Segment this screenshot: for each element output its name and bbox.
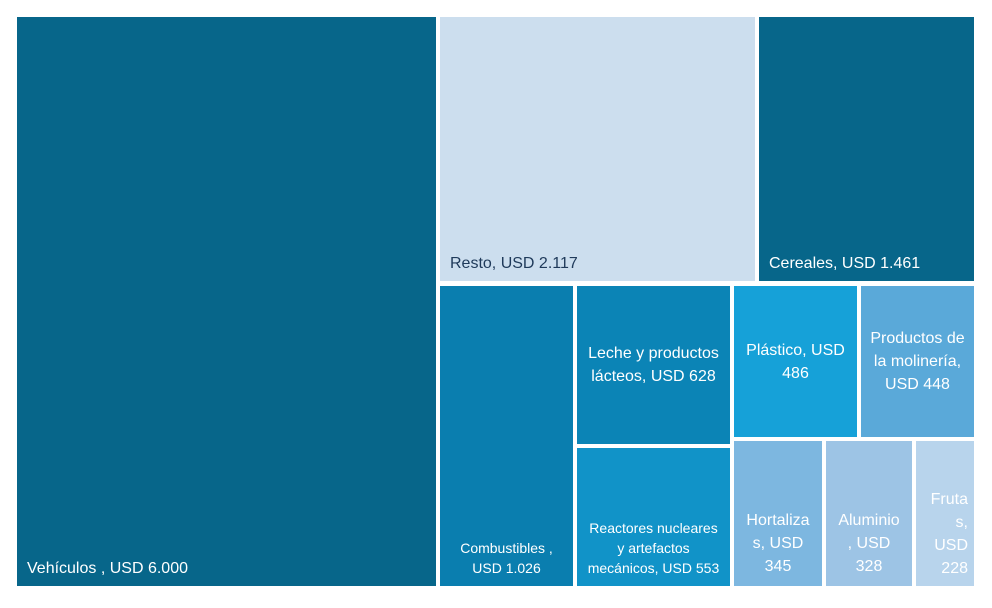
treemap-label-combustibles: Combustibles , USD 1.026 xyxy=(460,540,553,576)
treemap-tile-plastico: Plástico, USD 486 xyxy=(734,286,857,437)
treemap-tile-combustibles: Combustibles , USD 1.026 xyxy=(440,286,573,586)
treemap-label-aluminio: Aluminio , USD 328 xyxy=(838,512,900,575)
treemap-tile-molineria: Productos de la molinería, USD 448 xyxy=(861,286,974,437)
treemap-label-frutas: Fruta s, USD 228 xyxy=(930,491,968,577)
treemap-label-resto: Resto, USD 2.117 xyxy=(450,255,578,272)
treemap-tile-vehiculos: Vehículos , USD 6.000 xyxy=(17,17,436,586)
treemap-label-hortalizas: Hortaliza s, USD 345 xyxy=(746,512,810,575)
treemap-tile-frutas: Fruta s, USD 228 xyxy=(916,441,974,586)
treemap-tile-aluminio: Aluminio , USD 328 xyxy=(826,441,912,586)
treemap-label-vehiculos: Vehículos , USD 6.000 xyxy=(27,560,188,577)
treemap-tile-hortalizas: Hortaliza s, USD 345 xyxy=(734,441,822,586)
treemap-tile-leche: Leche y productos lácteos, USD 628 xyxy=(577,286,730,444)
treemap-label-leche: Leche y productos lácteos, USD 628 xyxy=(588,345,719,385)
treemap-tile-cereales: Cereales, USD 1.461 xyxy=(759,17,974,281)
treemap-tile-resto: Resto, USD 2.117 xyxy=(440,17,755,281)
treemap-label-plastico: Plástico, USD 486 xyxy=(746,341,845,382)
treemap-tile-reactores: Reactores nucleares y artefactos mecánic… xyxy=(577,448,730,586)
treemap-label-reactores: Reactores nucleares y artefactos mecánic… xyxy=(587,520,720,576)
treemap-label-molineria: Productos de la molinería, USD 448 xyxy=(870,330,965,393)
treemap-label-cereales: Cereales, USD 1.461 xyxy=(769,255,921,272)
